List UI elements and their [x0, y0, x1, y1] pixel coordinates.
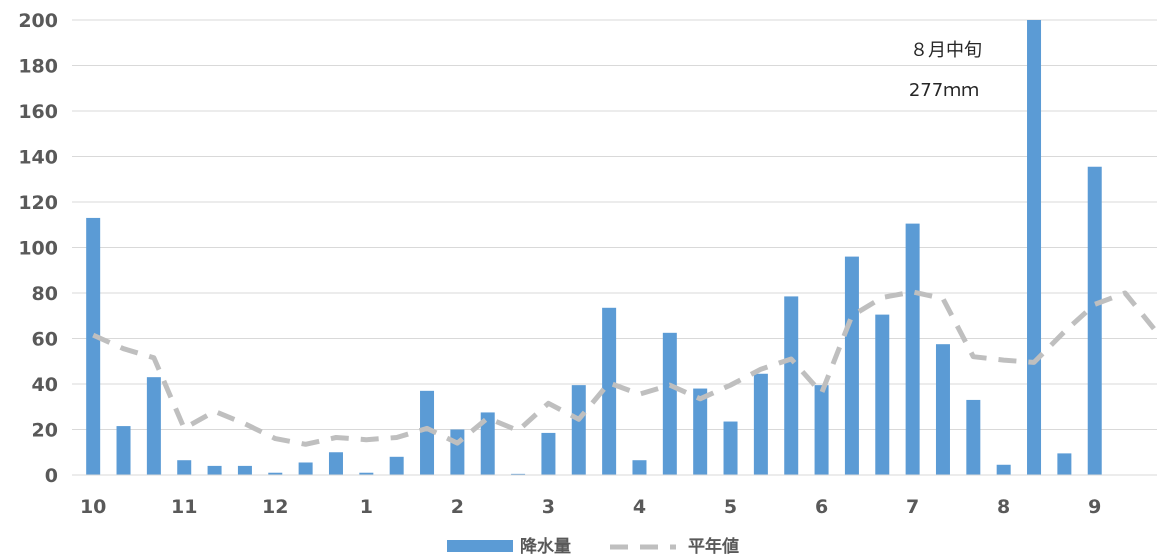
precip-bar	[723, 421, 738, 475]
legend-label-line: 平年値	[688, 536, 739, 557]
precip-bar	[632, 460, 647, 475]
y-tick-label: 200	[18, 10, 58, 32]
precip-bar	[693, 388, 708, 475]
x-tick-label: 10	[80, 496, 106, 518]
legend: 降水量 平年値	[447, 536, 739, 557]
precip-bar	[359, 472, 374, 475]
legend-label-bar: 降水量	[520, 536, 571, 557]
x-tick-label: 5	[724, 496, 737, 518]
precip-bar	[328, 452, 343, 475]
precip-bar	[602, 307, 617, 475]
x-tick-label: 4	[633, 496, 646, 518]
y-tick-label: 100	[18, 238, 58, 260]
normal-line	[92, 289, 1157, 447]
precip-bar	[1057, 453, 1072, 475]
normal-line-series	[92, 289, 1157, 447]
annotation-amount: 277ｍｍ	[909, 80, 979, 101]
precip-bar	[480, 412, 495, 475]
bar-series	[86, 20, 1102, 476]
x-tick-label: 6	[815, 496, 828, 518]
annotation-period: ８月中旬	[910, 40, 982, 61]
y-tick-label: 0	[45, 465, 58, 487]
y-tick-label: 140	[18, 147, 58, 169]
y-tick-label: 20	[32, 420, 58, 442]
precip-bar	[753, 373, 768, 475]
precip-bar	[784, 296, 799, 475]
y-tick-label: 120	[18, 192, 58, 214]
x-tick-label: 12	[262, 496, 288, 518]
precip-bar	[450, 429, 465, 475]
y-tick-label: 40	[32, 374, 58, 396]
precip-bar	[146, 377, 161, 475]
precip-bar	[1027, 20, 1042, 475]
precip-bar	[237, 465, 252, 475]
x-tick-label: 9	[1088, 496, 1101, 518]
gridlines	[72, 19, 1157, 430]
precip-bar	[662, 332, 677, 475]
precip-bar	[511, 473, 526, 475]
precip-bar	[86, 217, 101, 476]
x-axis-tick-labels: 10 11 12 1 2 3 4 5 6 7 8 9	[80, 496, 1101, 518]
precip-bar	[571, 385, 586, 475]
precip-bar	[541, 432, 556, 475]
x-tick-label: 7	[906, 496, 919, 518]
x-tick-label: 1	[360, 496, 373, 518]
precip-bar	[268, 472, 283, 475]
x-tick-label: 3	[542, 496, 555, 518]
precip-bar	[966, 399, 981, 475]
y-tick-label: 180	[18, 56, 58, 78]
precip-bar	[844, 256, 859, 475]
precip-bar	[875, 314, 890, 475]
precip-bar	[298, 462, 313, 475]
precip-bar	[996, 464, 1011, 475]
x-tick-label: 8	[997, 496, 1010, 518]
precip-bar	[1087, 166, 1102, 476]
precip-bar	[177, 460, 192, 475]
legend-swatch-bar	[447, 540, 513, 552]
precip-bar	[420, 390, 435, 475]
y-tick-label: 60	[32, 329, 58, 351]
precip-bar	[935, 344, 950, 475]
precip-bar	[814, 385, 829, 475]
peak-annotation: ８月中旬 277ｍｍ	[909, 40, 982, 101]
y-tick-label: 160	[18, 101, 58, 123]
x-tick-label: 11	[171, 496, 197, 518]
precip-bar	[389, 456, 404, 475]
y-axis-tick-labels: 0 20 40 60 80 100 120 140 160 180 200	[18, 10, 58, 487]
precip-bar	[116, 426, 131, 475]
precip-bar	[207, 465, 222, 475]
precip-bar	[905, 223, 920, 475]
y-tick-label: 80	[32, 283, 58, 305]
x-tick-label: 2	[451, 496, 464, 518]
